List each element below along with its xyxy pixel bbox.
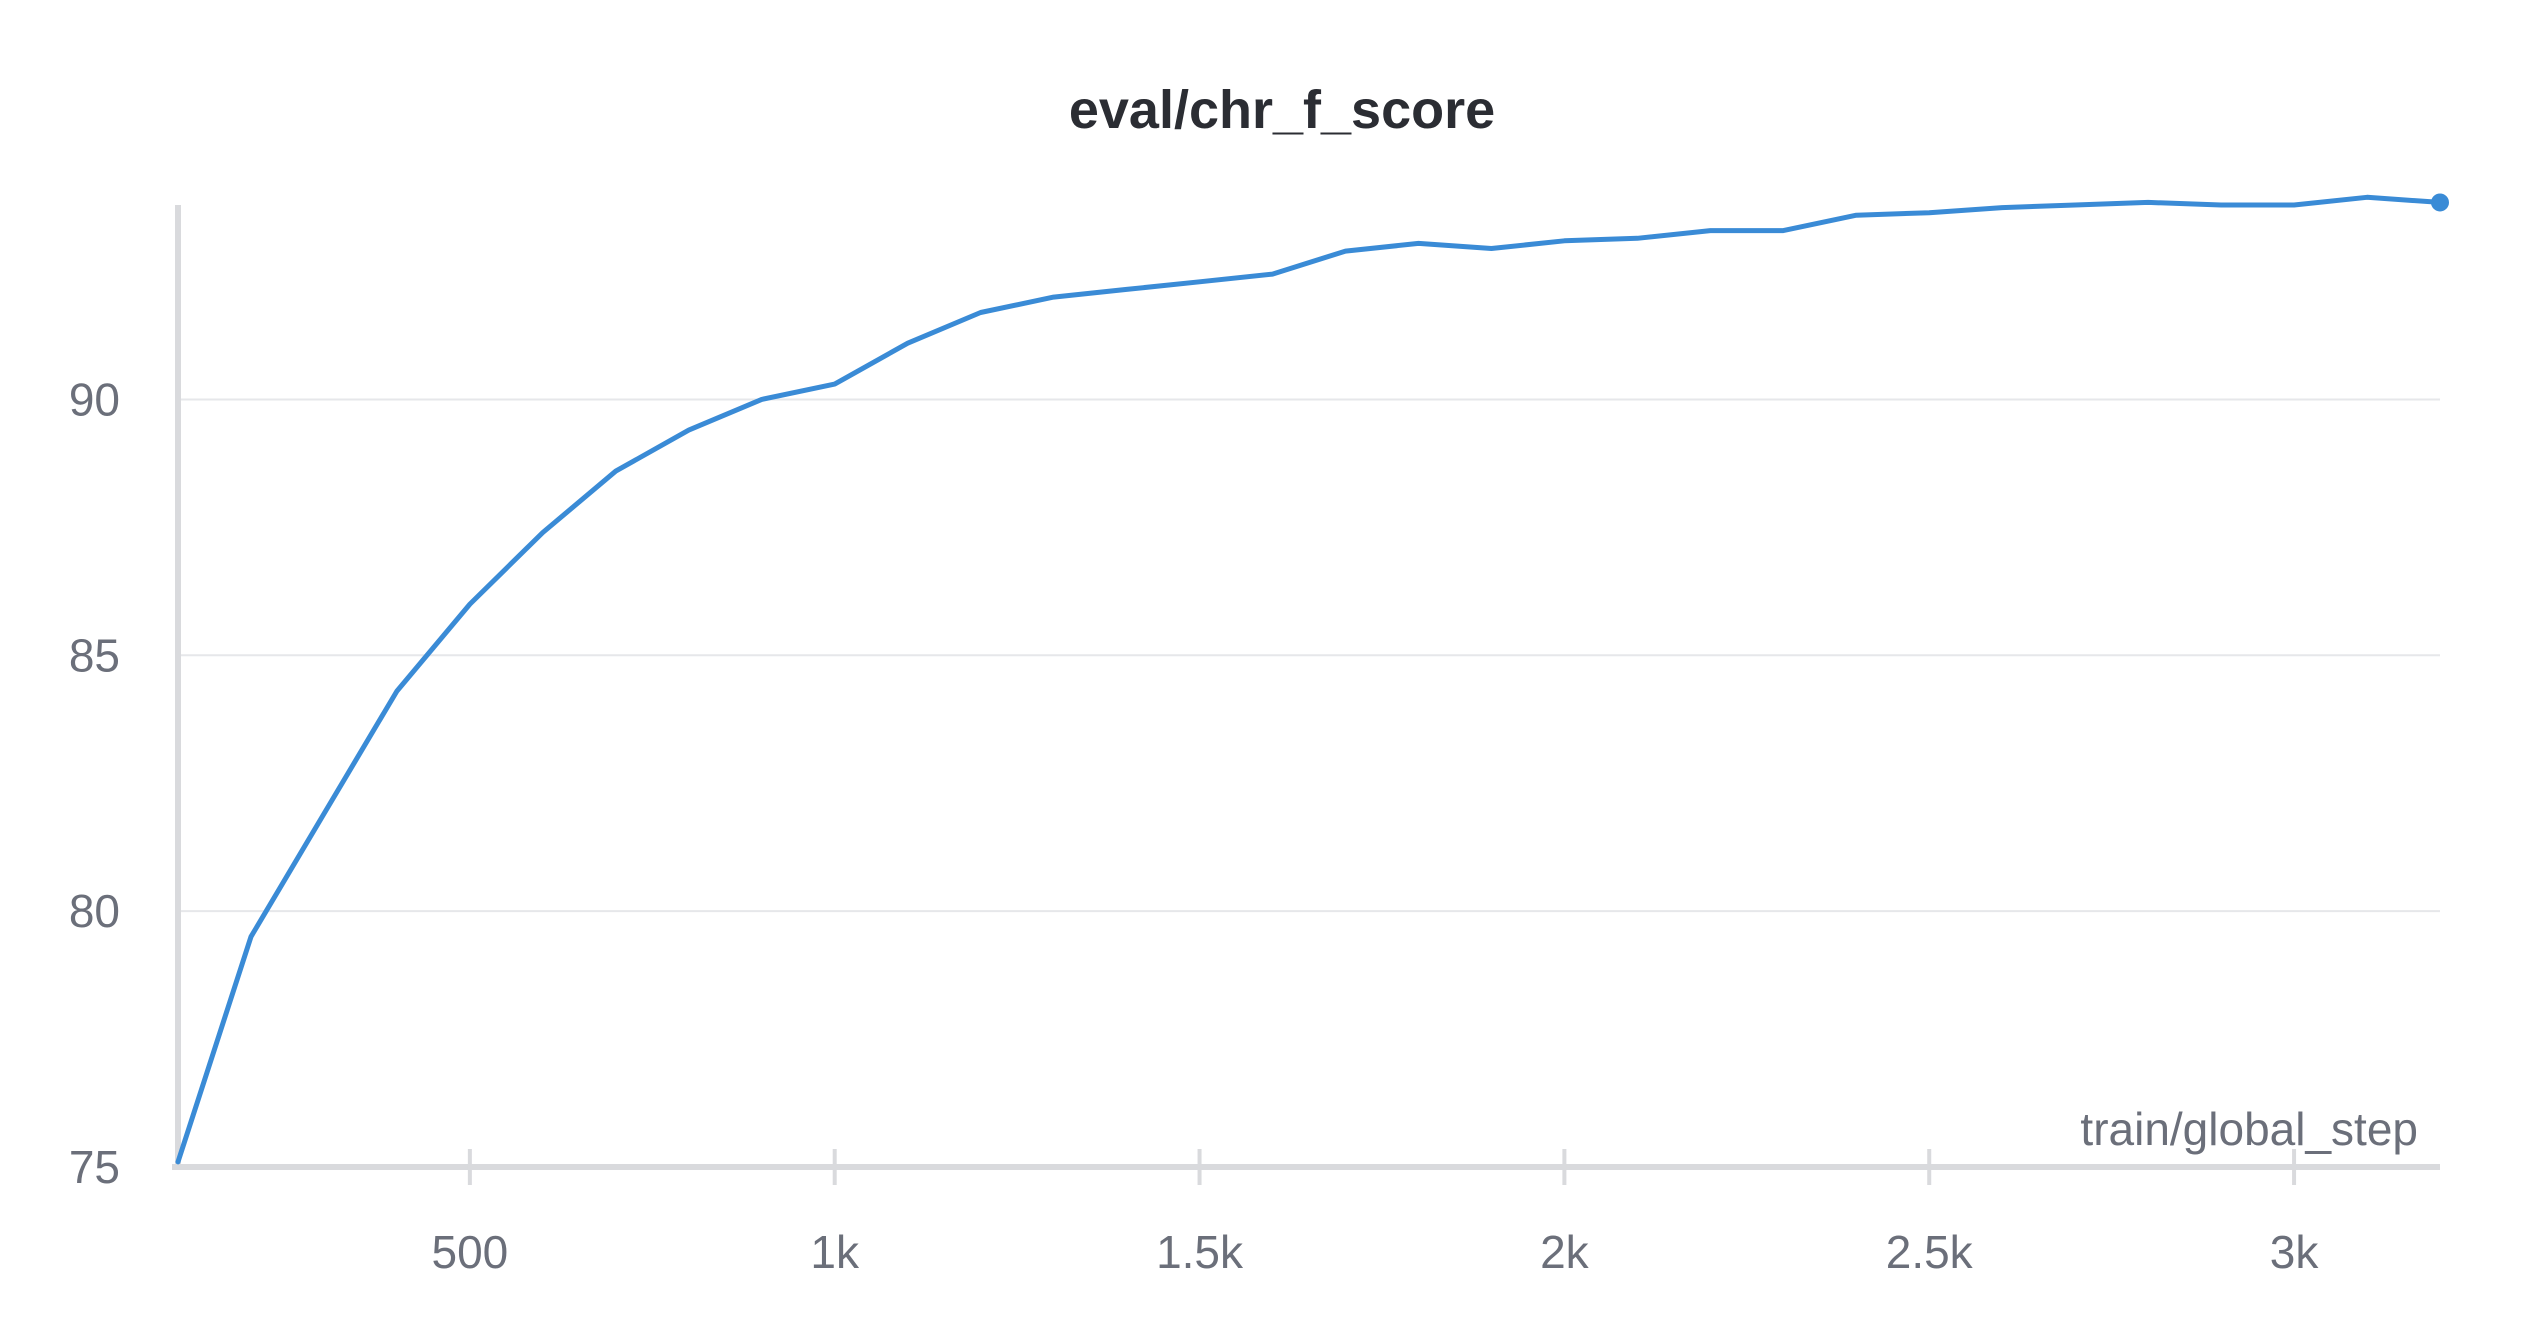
y-tick-label: 85	[69, 629, 120, 681]
x-tick-label: 2.5k	[1886, 1226, 1974, 1278]
grid-lines	[178, 398, 2440, 913]
y-tick-label: 75	[69, 1141, 120, 1193]
y-tick-label: 90	[69, 373, 120, 425]
x-tick-label: 3k	[2270, 1226, 2320, 1278]
x-tick-label: 1k	[810, 1226, 860, 1278]
tick-labels: 75 80 85 90 500 1k 1.5k 2k 2.5k 3k	[69, 373, 2320, 1278]
x-tick-label: 1.5k	[1156, 1226, 1244, 1278]
chart-title: eval/chr_f_score	[1069, 80, 1495, 140]
x-tick-label: 500	[431, 1226, 508, 1278]
x-tick-label: 2k	[1540, 1226, 1590, 1278]
series-end-point	[2431, 193, 2449, 212]
series-layer	[175, 193, 2449, 1165]
x-axis-label: train/global_step	[2080, 1103, 2418, 1155]
y-tick-label: 80	[69, 885, 120, 937]
series-line	[175, 194, 2443, 1165]
axes	[172, 205, 2440, 1185]
